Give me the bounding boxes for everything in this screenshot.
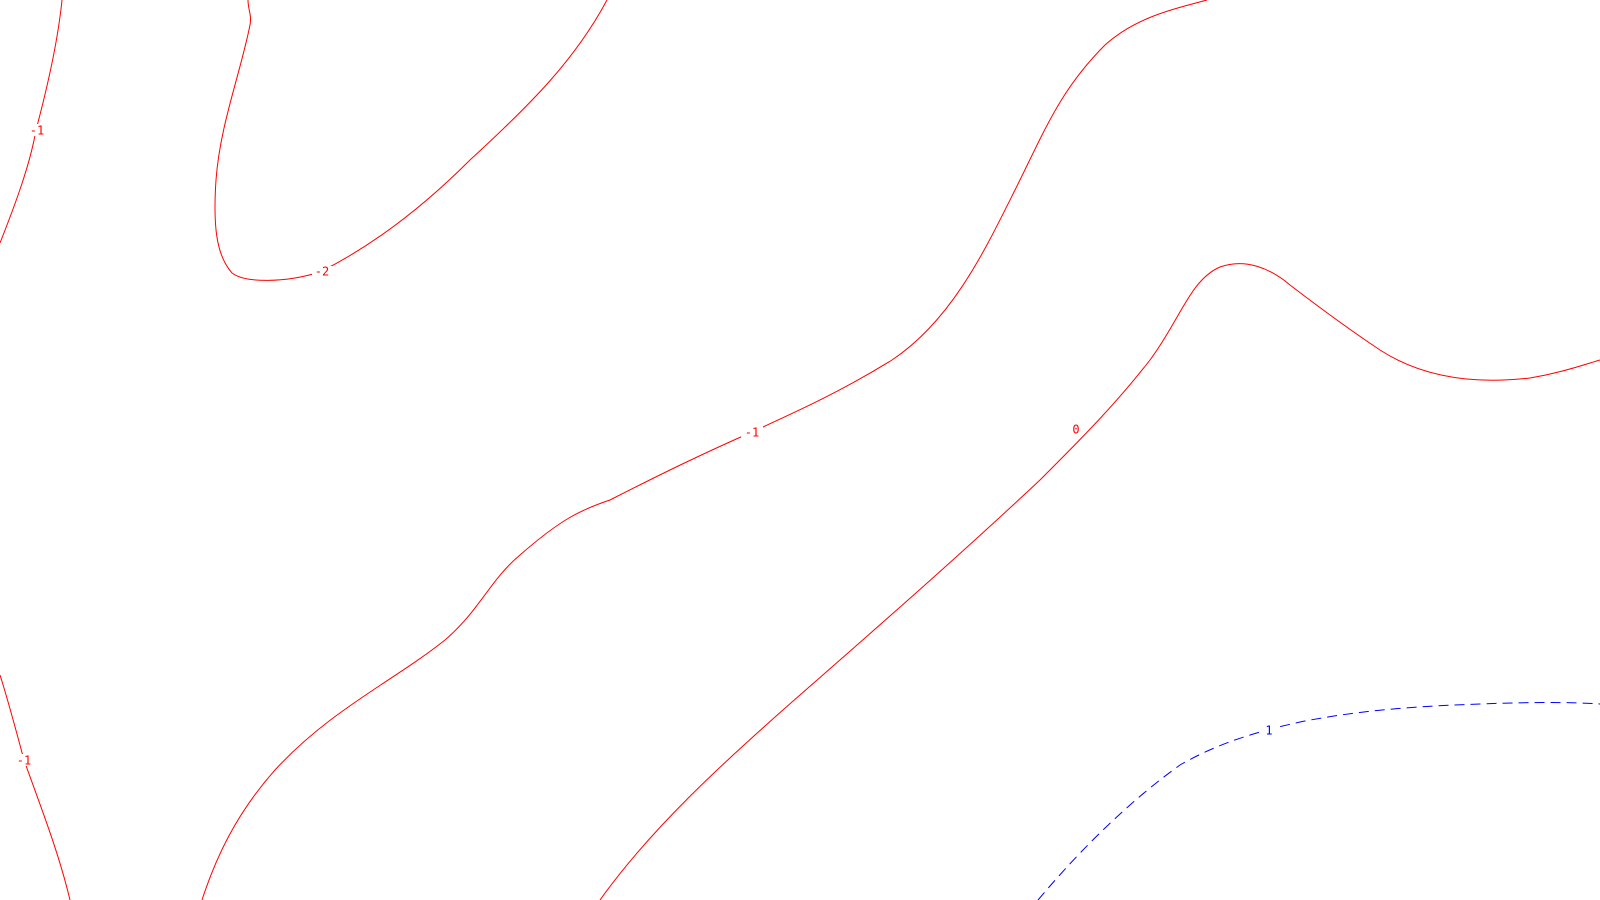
contour-label-minus2: -2 — [315, 265, 329, 279]
label-mask — [741, 426, 763, 438]
contour-label-minus1-center: -1 — [745, 426, 759, 440]
contour-group-minus1-left-top: -1 — [0, 0, 63, 244]
label-mask — [29, 124, 45, 136]
contour-line-minus1-left-top — [0, 0, 63, 244]
label-mask — [1262, 725, 1276, 737]
contour-group-minus1-center: -1 — [201, 0, 1208, 900]
label-mask — [312, 266, 332, 278]
label-mask — [1068, 423, 1084, 435]
contour-label-plus1: 1 — [1265, 724, 1272, 738]
contour-line-zero — [599, 263, 1600, 900]
contour-label-zero: 0 — [1072, 423, 1079, 437]
contour-line-plus1 — [1037, 702, 1600, 900]
label-mask — [16, 754, 32, 766]
contour-group-zero: 0 — [599, 263, 1600, 900]
contour-label-minus1-left-bottom: -1 — [17, 754, 31, 768]
contour-group-minus2: -2 — [214, 0, 608, 281]
contour-line-minus2 — [214, 0, 608, 281]
contour-label-minus1-left-top: -1 — [30, 124, 44, 138]
contour-group-minus1-left-bottom: -1 — [0, 674, 71, 900]
contour-line-minus1-center — [201, 0, 1208, 900]
contour-group-plus1: 1 — [1037, 702, 1600, 900]
contour-line-minus1-left-bottom — [0, 674, 71, 900]
